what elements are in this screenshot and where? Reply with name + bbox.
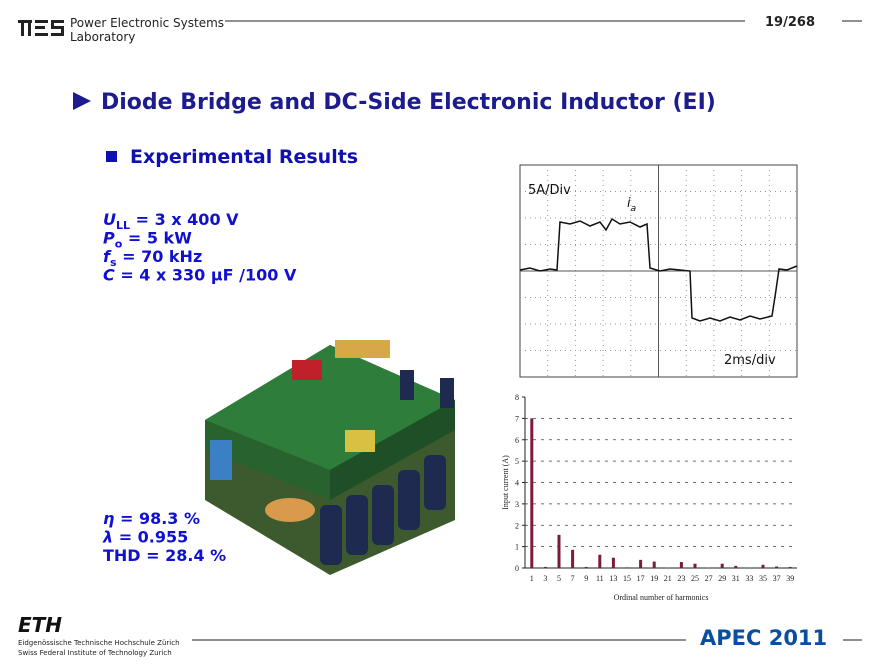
symbol: P: [103, 229, 115, 248]
y-tick-label: 6: [515, 436, 519, 445]
scope-scale: 5A/Div: [528, 183, 571, 198]
subscript: s: [110, 256, 117, 269]
institution: Swiss Federal Institute of Technology Zu…: [18, 649, 172, 657]
x-tick-label: 3: [543, 574, 547, 583]
pes-logo: [18, 20, 64, 36]
y-tick-label: 2: [515, 521, 519, 530]
subscript: LL: [116, 219, 130, 232]
subscript: o: [115, 238, 123, 251]
conference-logo: APEC 2011: [700, 626, 827, 650]
value: THD = 28.4 %: [103, 546, 226, 565]
parameter: η = 98.3 %: [103, 509, 200, 528]
value: = 70 kHz: [117, 247, 203, 266]
x-tick-label: 25: [691, 574, 699, 583]
bar: [679, 562, 683, 568]
value: = 5 kW: [122, 229, 192, 248]
symbol: U: [103, 210, 116, 229]
bullet-arrow: [73, 92, 91, 110]
bar: [611, 557, 615, 568]
bar: [543, 566, 547, 568]
x-tick-label: 39: [786, 574, 794, 583]
x-tick-label: 37: [773, 574, 781, 583]
current-waveform: [519, 217, 798, 322]
x-tick-label: 21: [664, 574, 672, 583]
hardware-photo: [205, 340, 455, 575]
subtitle: Experimental Results: [130, 146, 358, 168]
y-tick-label: 4: [515, 479, 519, 488]
bar: [734, 565, 738, 568]
bar: [598, 554, 602, 568]
symbol: λ: [102, 528, 113, 547]
x-tick-label: 31: [732, 574, 740, 583]
parameter: fs = 70 kHz: [103, 247, 202, 269]
x-tick-label: 1: [530, 574, 534, 583]
eth-logo: ETH: [18, 613, 62, 637]
bar: [720, 563, 724, 568]
bar: [557, 534, 561, 568]
lab-name: Power Electronic Systems: [70, 16, 224, 30]
symbol: η: [103, 509, 114, 528]
bar: [530, 418, 534, 568]
symbol: C: [103, 266, 115, 285]
bar: [788, 566, 792, 568]
bar: [571, 549, 575, 568]
x-tick-label: 11: [596, 574, 604, 583]
slide-title: Diode Bridge and DC-Side Electronic Indu…: [101, 90, 716, 115]
bar: [625, 567, 629, 568]
signal-symbol: i: [627, 196, 631, 211]
x-tick-label: 5: [557, 574, 561, 583]
x-tick-label: 19: [650, 574, 658, 583]
bar: [693, 563, 697, 568]
bar: [584, 566, 588, 568]
x-tick-label: 17: [637, 574, 645, 583]
symbol: f: [103, 247, 112, 266]
parameter: Po = 5 kW: [103, 229, 192, 251]
y-tick-label: 8: [515, 393, 519, 402]
x-tick-label: 15: [623, 574, 631, 583]
y-tick-label: 0: [515, 564, 519, 573]
scope-timescale: 2ms/div: [724, 353, 776, 368]
page-number: 19/268: [765, 15, 815, 30]
parameter: THD = 28.4 %: [103, 546, 226, 565]
y-tick-label: 7: [515, 414, 519, 423]
x-axis-label: Ordinal number of harmonics: [614, 593, 709, 602]
x-tick-label: 27: [705, 574, 713, 583]
signal-name: ia: [627, 196, 636, 214]
y-tick-label: 3: [515, 500, 519, 509]
y-tick-label: 1: [515, 543, 519, 552]
bar: [775, 566, 779, 568]
value: = 0.955: [113, 528, 188, 547]
x-tick-label: 13: [609, 574, 617, 583]
y-tick-label: 5: [515, 457, 519, 466]
x-tick-label: 9: [584, 574, 588, 583]
parameter: ULL = 3 x 400 V: [103, 210, 239, 232]
signal-subscript: a: [631, 204, 637, 214]
y-axis-label: Input current (A): [501, 455, 510, 510]
bullet-square: [106, 151, 117, 162]
value: = 4 x 330 µF /100 V: [115, 266, 297, 285]
x-tick-label: 35: [759, 574, 767, 583]
parameter: C = 4 x 330 µF /100 V: [103, 266, 297, 285]
bar: [652, 561, 656, 568]
value: = 98.3 %: [114, 509, 200, 528]
bar: [761, 564, 765, 568]
lab-name: Laboratory: [70, 30, 135, 44]
x-tick-label: 29: [718, 574, 726, 583]
x-tick-label: 33: [745, 574, 753, 583]
x-tick-label: 23: [677, 574, 685, 583]
x-tick-label: 7: [571, 574, 575, 583]
bar: [639, 559, 643, 568]
parameter: λ = 0.955: [102, 528, 188, 547]
value: = 3 x 400 V: [130, 210, 239, 229]
institution: Eidgenössische Technische Hochschule Zür…: [18, 639, 180, 647]
